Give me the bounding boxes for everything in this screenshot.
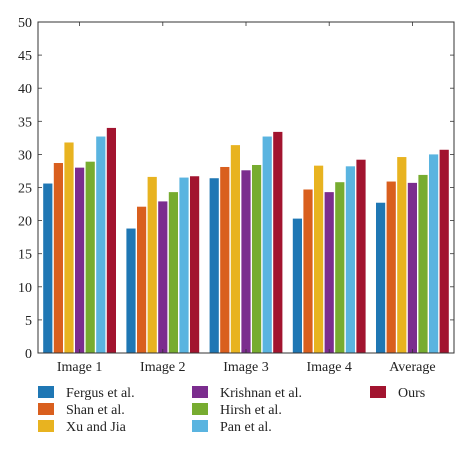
legend-swatch-fergus-et-al xyxy=(38,386,54,398)
bar-xu-and-jia-image-2 xyxy=(147,176,157,353)
y-tick-label: 15 xyxy=(18,248,32,263)
bar-fergus-et-al-image-2 xyxy=(126,228,136,353)
bar-pan-et-al-image-1 xyxy=(96,136,106,353)
bar-ours-image-1 xyxy=(106,127,116,353)
y-tick-label: 40 xyxy=(18,82,32,97)
bar-hirsh-et-al-image-1 xyxy=(85,161,95,353)
legend-swatch-ours xyxy=(370,386,386,398)
bar-hirsh-et-al-image-2 xyxy=(168,192,178,353)
legend-swatch-krishnan-et-al xyxy=(192,386,208,398)
x-tick-label: Average xyxy=(389,360,435,375)
bar-fergus-et-al-image-3 xyxy=(209,178,219,353)
x-tick-label: Image 3 xyxy=(223,360,268,375)
bar-shan-et-al-image-2 xyxy=(137,206,147,353)
legend-swatch-hirsh-et-al xyxy=(192,403,208,415)
bar-ours-image-3 xyxy=(273,131,283,353)
legend-label-pan-et-al: Pan et al. xyxy=(220,420,272,435)
bar-ours-image-2 xyxy=(190,176,200,353)
y-tick-label: 20 xyxy=(18,215,32,230)
bar-fergus-et-al-image-1 xyxy=(43,183,53,353)
bar-hirsh-et-al-image-4 xyxy=(335,182,345,353)
bar-fergus-et-al-average xyxy=(376,202,386,353)
x-tick-label: Image 4 xyxy=(306,360,351,375)
legend-label-ours: Ours xyxy=(398,386,425,401)
legend-label-hirsh-et-al: Hirsh et al. xyxy=(220,403,282,418)
y-tick-label: 30 xyxy=(18,148,32,163)
bar-xu-and-jia-image-4 xyxy=(314,165,324,353)
bar-shan-et-al-image-1 xyxy=(53,163,63,353)
legend-label-xu-and-jia: Xu and Jia xyxy=(66,420,127,435)
bar-krishnan-et-al-image-4 xyxy=(324,192,334,353)
plot-area: Image 1 Image 2 Image 3 Image 4 Average 0 5 10 1… xyxy=(18,16,455,375)
y-tick-label: 50 xyxy=(18,16,32,31)
y-tick-label: 0 xyxy=(25,347,32,362)
x-tick-label: Image 1 xyxy=(57,360,102,375)
bar-ours-image-4 xyxy=(356,159,366,353)
bar-shan-et-al-average xyxy=(386,181,396,353)
legend-swatch-shan-et-al xyxy=(38,403,54,415)
y-tick-label: 10 xyxy=(18,281,32,296)
bar-xu-and-jia-image-3 xyxy=(230,145,240,353)
y-tick-label: 45 xyxy=(18,49,32,64)
bar-ours-average xyxy=(439,149,449,353)
x-tick-label: Image 2 xyxy=(140,360,185,375)
legend-label-fergus-et-al: Fergus et al. xyxy=(66,386,135,401)
y-tick-label: 35 xyxy=(18,115,32,130)
legend-swatch-pan-et-al xyxy=(192,420,208,432)
bar-shan-et-al-image-3 xyxy=(220,166,230,353)
bar-krishnan-et-al-average xyxy=(407,182,417,353)
y-tick-label: 5 xyxy=(25,314,32,329)
bar-pan-et-al-average xyxy=(429,154,439,353)
axes-frame xyxy=(37,21,455,354)
legend-label-krishnan-et-al: Krishnan et al. xyxy=(220,386,302,401)
bar-hirsh-et-al-image-3 xyxy=(252,164,262,353)
bar-hirsh-et-al-average xyxy=(418,174,428,353)
bar-pan-et-al-image-4 xyxy=(345,166,355,353)
bar-fergus-et-al-image-4 xyxy=(292,218,302,353)
bar-krishnan-et-al-image-3 xyxy=(241,170,251,353)
bar-krishnan-et-al-image-1 xyxy=(75,167,85,353)
bar-shan-et-al-image-4 xyxy=(303,189,313,353)
y-tick-label: 25 xyxy=(18,182,32,197)
legend-label-shan-et-al: Shan et al. xyxy=(66,403,125,418)
legend: Fergus et al. Shan et al. Xu and Jia Krishn… xyxy=(38,386,425,435)
bar-xu-and-jia-average xyxy=(397,157,407,353)
bar-pan-et-al-image-2 xyxy=(179,177,189,353)
bar-pan-et-al-image-3 xyxy=(262,136,272,353)
bar-xu-and-jia-image-1 xyxy=(64,142,74,353)
legend-swatch-xu-and-jia xyxy=(38,420,54,432)
bar-krishnan-et-al-image-2 xyxy=(158,201,168,353)
